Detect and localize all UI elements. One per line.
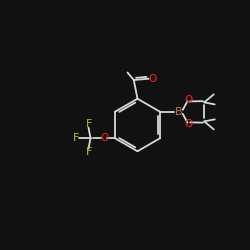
- Text: F: F: [72, 133, 79, 143]
- Text: B: B: [174, 107, 182, 117]
- Text: O: O: [184, 95, 193, 105]
- Text: O: O: [100, 133, 108, 143]
- Text: O: O: [184, 119, 193, 129]
- Text: F: F: [86, 119, 92, 129]
- Text: O: O: [148, 74, 156, 84]
- Text: F: F: [86, 147, 92, 157]
